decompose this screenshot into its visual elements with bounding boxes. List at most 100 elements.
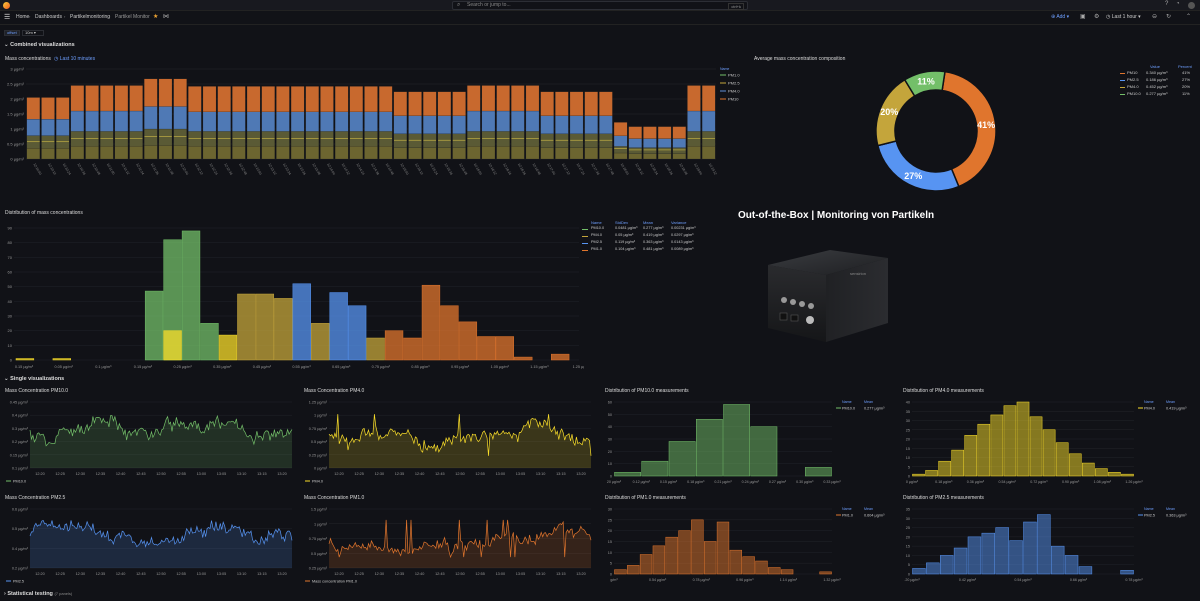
x-tick-label: 0.65 µg/m³ <box>332 365 351 369</box>
y-tick-label: 15 <box>608 540 612 544</box>
stack-bar <box>702 146 716 160</box>
y-tick-label: 35 <box>906 410 910 414</box>
x-tick-label: 12:25 <box>55 572 65 576</box>
y-tick-label: 30 <box>8 314 13 319</box>
histogram-bar <box>953 547 968 575</box>
breadcrumb-dashboards[interactable]: Dashboards <box>35 14 62 20</box>
save-icon[interactable]: ▣ <box>1080 14 1086 20</box>
x-tick-label: 12:35 <box>96 472 106 476</box>
stack-bar <box>452 147 466 160</box>
stack-bar <box>202 111 217 132</box>
x-tick-label: 12:14:48 <box>385 163 395 176</box>
y-tick-label: 10 <box>8 343 13 348</box>
y-tick-label: 10 <box>608 462 612 466</box>
search-input[interactable]: ⌕ Search or jump to... ctrl+k <box>452 1 748 10</box>
x-tick-label: 0.35 µg/m³ <box>213 365 232 369</box>
x-tick-label: 0.1 µg/m³ <box>95 365 112 369</box>
search-icon: ⌕ <box>457 2 461 8</box>
legend-name: PM2.5 <box>1127 77 1139 82</box>
share-icon[interactable]: ⋈ <box>163 14 169 20</box>
legend-label: PM10.0 <box>13 480 26 484</box>
legend-name: PM4.0 <box>591 233 602 237</box>
x-tick-label: 12:16:24 <box>502 163 512 176</box>
dist-legend-header-variance: Variance <box>671 220 687 225</box>
x-tick-label: 12:30 <box>375 472 385 476</box>
composition-legend-row[interactable]: PM2.5 0.186 µg/m³ 27% <box>1120 77 1198 84</box>
breadcrumb-home[interactable]: Home <box>16 14 30 20</box>
x-tick-label: 0.24 µg/m³ <box>742 480 760 484</box>
breadcrumb-folder[interactable]: Partikelmonitoring <box>70 14 111 20</box>
distribution-legend-row[interactable]: PM10.0 0.0481 µg/m³ 0.277 µg/m³ 0.00231 µg/… <box>582 226 702 233</box>
stack-bar <box>393 147 408 160</box>
histogram-bar <box>995 527 1009 575</box>
star-icon[interactable]: ★ <box>153 14 159 20</box>
stack-bar <box>290 111 305 132</box>
series-line <box>29 414 293 447</box>
collapse-icon[interactable]: ⌃ <box>1186 14 1192 20</box>
zoom-out-icon[interactable]: ⊖ <box>1152 14 1158 20</box>
stack-bar <box>525 85 540 112</box>
x-tick-label: 0.33 µg/m³ <box>823 480 841 484</box>
row-single[interactable]: ⌄ Single visualizations <box>4 376 65 382</box>
composition-legend-row[interactable]: PM4.0 0.452 µg/m³ 20% <box>1120 84 1198 91</box>
distribution-legend-row[interactable]: PM4.0 0.05 µg/m³ 0.419 µg/m³ 0.0297 µg/m³ <box>582 233 702 240</box>
histogram-bar <box>977 423 991 477</box>
composition-legend-row[interactable]: PM10.0 0.277 µg/m³ 11% <box>1120 91 1198 98</box>
x-tick-label: 12:25 <box>354 472 364 476</box>
y-tick-label: 5 <box>610 562 612 566</box>
histogram-bar <box>384 330 404 361</box>
histogram-bar <box>274 298 293 361</box>
legend-swatch <box>582 236 588 237</box>
add-button[interactable]: ⊕ Add ▾ <box>1051 14 1070 20</box>
series-line <box>328 414 592 456</box>
legend-stddev: 0.0481 µg/m³ <box>615 226 638 230</box>
x-tick-label: 12:17:36 <box>590 163 600 176</box>
settings-icon[interactable]: ⚙ <box>1094 14 1100 20</box>
x-tick-label: 12:40 <box>415 572 425 576</box>
mass-conc-chart: 3 µg/m³ 2.5 µg/m³ 2 µg/m³ 1.5 µg/m³ 1 µg/m³ 0… <box>7 67 740 176</box>
distribution-legend-row[interactable]: PM1.0 0.104 µg/m³ 0.481 µg/m³ 0.0089 µg/m³ <box>582 247 702 254</box>
help-icon[interactable]: ? <box>1165 1 1169 7</box>
histogram-bar <box>780 569 794 575</box>
legend-swatch <box>582 243 588 244</box>
legend-name: PM2.5 <box>591 240 602 244</box>
histogram-bar <box>940 555 954 575</box>
y-tick-label: 15 <box>906 545 910 549</box>
x-tick-label: 12:13:24 <box>282 163 292 176</box>
stack-bar <box>540 133 554 148</box>
x-tick-label: 12:35 <box>96 572 106 576</box>
stack-bar <box>540 91 554 116</box>
menu-icon[interactable]: ☰ <box>4 14 11 21</box>
x-tick-label: 12:11:36 <box>150 163 160 176</box>
refresh-icon[interactable]: ↻ <box>1166 14 1172 20</box>
y-tick-label: 20 <box>906 438 910 442</box>
stack-bar <box>496 85 510 112</box>
histogram-bar <box>1078 566 1093 575</box>
distribution-legend-row[interactable]: PM2.5 0.119 µg/m³ 0.363 µg/m³ 0.0143 µg/m³ <box>582 240 702 247</box>
row-statistical[interactable]: › Statistical testing (7 panels) <box>4 591 73 597</box>
offset-variable-select[interactable]: 10m ▾ <box>22 30 44 36</box>
legend-percent: 27% <box>1182 77 1191 82</box>
avatar[interactable] <box>1188 2 1195 9</box>
news-icon[interactable]: ◔ <box>1176 1 1180 7</box>
row-combined[interactable]: ⌄ Combined visualizations <box>4 42 75 48</box>
x-tick-label: 12:30 <box>76 472 86 476</box>
stack-bar <box>511 110 525 132</box>
grafana-logo-icon[interactable] <box>3 2 10 9</box>
stack-bar <box>70 131 85 147</box>
stack-bar <box>276 146 290 160</box>
stack-bar <box>56 148 70 160</box>
y-tick-label: 0.45 µg/m³ <box>10 401 29 405</box>
y-tick-label: 40 <box>906 401 910 405</box>
composition-legend-row[interactable]: PM10 0.340 µg/m³ 41% <box>1120 70 1198 77</box>
y-tick-label: 60 <box>608 401 612 405</box>
stack-bar <box>437 91 452 116</box>
donut-slice <box>903 70 946 98</box>
time-picker[interactable]: ◷ Last 1 hour ▾ <box>1106 14 1141 20</box>
histogram-bar <box>311 323 330 361</box>
stack-bar <box>628 153 642 160</box>
stack-bar <box>70 85 85 112</box>
slice-label: 27% <box>904 171 922 181</box>
stack-bar <box>657 147 672 154</box>
svg-text:sensirion: sensirion <box>850 271 866 276</box>
